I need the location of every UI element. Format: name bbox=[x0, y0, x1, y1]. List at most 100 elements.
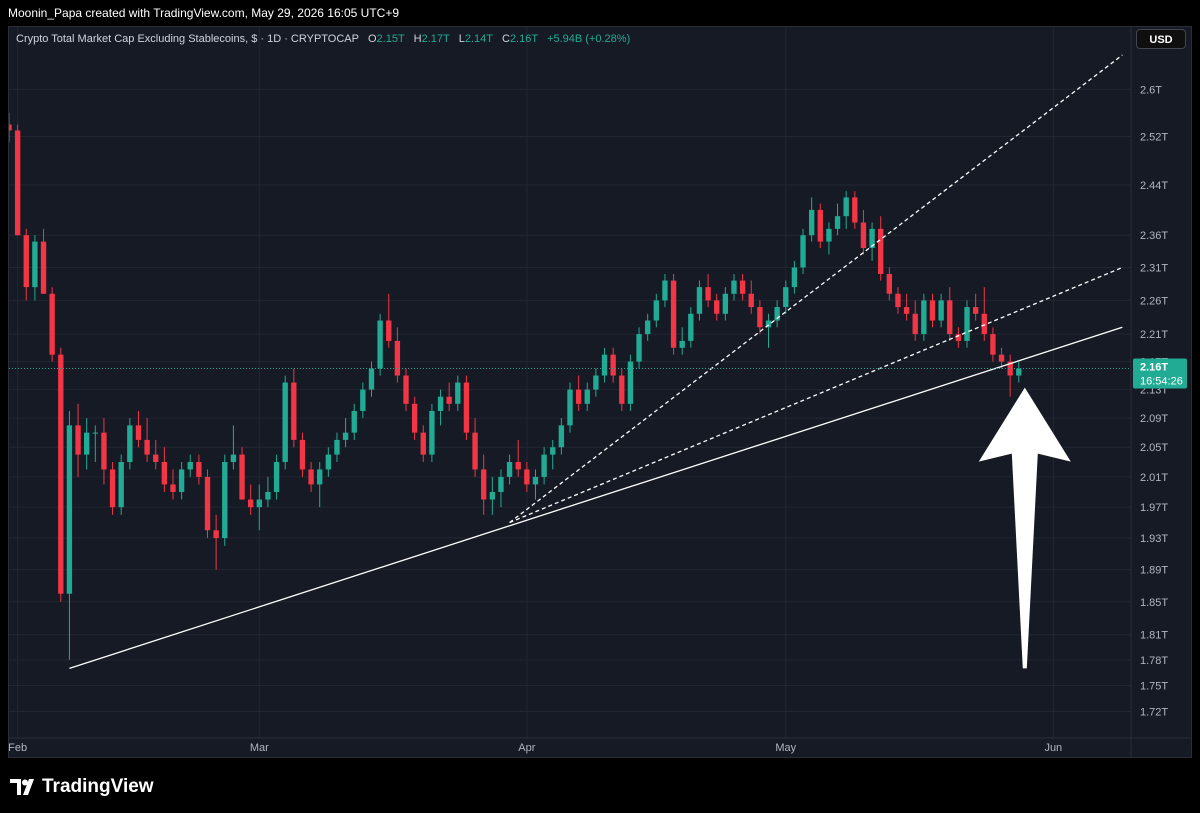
candle bbox=[826, 222, 832, 255]
candle bbox=[481, 454, 487, 515]
candle bbox=[947, 287, 953, 341]
candle-body bbox=[498, 476, 504, 492]
candle bbox=[273, 454, 280, 500]
candle-body bbox=[645, 320, 651, 335]
candle bbox=[455, 375, 461, 411]
x-tick-label: Feb bbox=[8, 742, 27, 754]
dashed-trendline bbox=[509, 54, 1123, 524]
candle bbox=[40, 228, 47, 294]
candle-body bbox=[903, 307, 910, 314]
last-price-countdown: 16:54:26 bbox=[1140, 376, 1183, 388]
candle-body bbox=[774, 307, 780, 321]
candle-body bbox=[808, 209, 815, 236]
candle bbox=[791, 260, 798, 294]
y-tick-label: 1.81T bbox=[1140, 630, 1168, 642]
low-value: 2.14T bbox=[464, 33, 493, 45]
candle bbox=[800, 228, 806, 274]
candle-body bbox=[670, 280, 677, 348]
candle-body bbox=[558, 425, 565, 448]
candle bbox=[515, 439, 521, 477]
candle bbox=[498, 469, 504, 508]
candle bbox=[420, 425, 426, 463]
candle bbox=[817, 203, 823, 249]
candle-body bbox=[964, 307, 970, 341]
candle-body bbox=[714, 300, 720, 314]
y-tick-label: 2.01T bbox=[1140, 472, 1168, 484]
candle bbox=[101, 418, 107, 485]
candle-body bbox=[947, 300, 953, 335]
candle bbox=[688, 307, 694, 348]
candle-body bbox=[265, 491, 271, 500]
y-tick-label: 1.78T bbox=[1140, 655, 1168, 667]
candle-body bbox=[23, 235, 29, 288]
candle-body bbox=[506, 462, 513, 477]
candle bbox=[1016, 361, 1022, 383]
candle bbox=[23, 228, 29, 301]
candle bbox=[135, 410, 142, 448]
y-tick-label: 2.21T bbox=[1140, 329, 1168, 341]
y-tick-label: 1.85T bbox=[1140, 597, 1168, 609]
candle bbox=[222, 454, 228, 546]
candle bbox=[990, 327, 996, 362]
candle bbox=[955, 327, 962, 348]
candle-body bbox=[584, 389, 590, 404]
candle-body bbox=[610, 354, 616, 376]
candle bbox=[489, 476, 495, 515]
candle-body bbox=[135, 425, 142, 440]
candle bbox=[679, 327, 685, 355]
candle-body bbox=[368, 368, 375, 390]
y-tick-label: 2.05T bbox=[1140, 442, 1168, 454]
candle bbox=[808, 197, 815, 242]
candle bbox=[834, 203, 841, 236]
candle-body bbox=[688, 313, 694, 341]
candle bbox=[213, 514, 219, 570]
candle-body bbox=[282, 382, 288, 463]
tradingview-logo[interactable]: TradingView bbox=[10, 776, 154, 798]
candle bbox=[446, 382, 452, 411]
candle-body bbox=[852, 197, 858, 223]
candle bbox=[584, 382, 590, 411]
candle-body bbox=[101, 432, 107, 470]
candle-body bbox=[990, 334, 996, 355]
chart-panel[interactable] bbox=[8, 26, 1192, 758]
candle bbox=[368, 361, 375, 397]
candle-body bbox=[817, 209, 823, 242]
candle bbox=[14, 124, 21, 236]
candle-body bbox=[92, 432, 98, 434]
candle bbox=[1007, 354, 1013, 397]
candle-body bbox=[783, 287, 789, 308]
candle bbox=[325, 447, 332, 477]
candle-body bbox=[481, 469, 487, 500]
candle-body bbox=[386, 320, 392, 341]
candle bbox=[705, 273, 711, 308]
candle-body bbox=[929, 300, 936, 321]
candle-body bbox=[981, 313, 987, 335]
candle-body bbox=[32, 241, 38, 288]
candle-body bbox=[377, 320, 383, 369]
candle bbox=[653, 293, 659, 328]
candle bbox=[912, 300, 918, 341]
candle-body bbox=[75, 425, 81, 455]
candle-body bbox=[351, 410, 357, 433]
candle-body bbox=[49, 293, 55, 355]
candle-body bbox=[878, 228, 884, 274]
grid-lines bbox=[9, 27, 1131, 738]
symbol-title[interactable]: Crypto Total Market Cap Excluding Stable… bbox=[16, 33, 359, 45]
candle-body bbox=[256, 499, 262, 508]
candle bbox=[903, 293, 910, 321]
candle-body bbox=[653, 300, 659, 321]
candle bbox=[972, 293, 979, 321]
candle-body bbox=[230, 454, 237, 463]
y-tick-label: 1.93T bbox=[1140, 533, 1168, 545]
candle bbox=[774, 300, 780, 328]
open-label: O bbox=[367, 33, 377, 45]
candle-body bbox=[40, 241, 47, 294]
dashed-trendline bbox=[509, 266, 1123, 524]
currency-button[interactable]: USD bbox=[1136, 29, 1186, 49]
candle bbox=[49, 287, 55, 362]
candle bbox=[187, 454, 193, 477]
y-tick-label: 2.44T bbox=[1140, 180, 1168, 192]
candle bbox=[619, 368, 625, 411]
candle-body bbox=[722, 293, 729, 314]
